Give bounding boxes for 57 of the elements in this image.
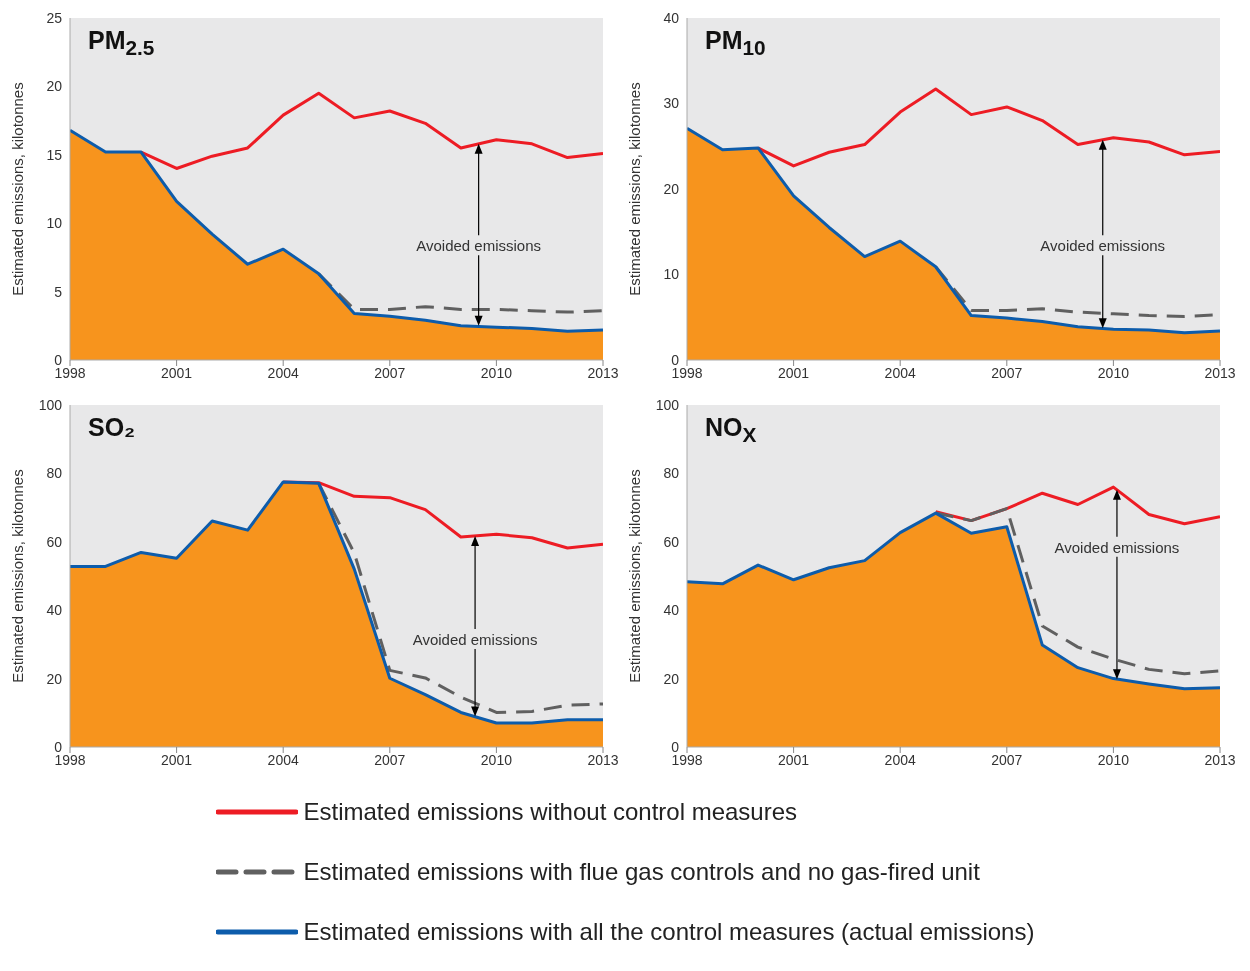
y-axis-title: Estimated emissions, kilotonnes — [626, 469, 644, 683]
x-tick-label: 2010 — [1097, 751, 1130, 768]
y-tick-label: 60 — [663, 533, 680, 550]
x-tick-label: 2010 — [480, 364, 513, 381]
y-tick-label: 5 — [54, 283, 63, 300]
y-axis-title: Estimated emissions, kilotonnes — [626, 82, 644, 296]
y-tick-label: 10 — [663, 266, 680, 283]
x-tick-label: 2007 — [991, 364, 1023, 381]
x-tick-label: 2001 — [778, 364, 810, 381]
x-tick-label: 2004 — [267, 364, 299, 381]
y-tick-label: 100 — [38, 396, 63, 413]
legend-label: Estimated emissions with all the control measures (actual emissions) — [303, 918, 1035, 946]
x-tick-label: 2004 — [884, 364, 916, 381]
x-tick-label: 2013 — [1204, 751, 1236, 768]
y-axis-title: Estimated emissions, kilotonnes — [9, 82, 27, 296]
x-tick-label: 2001 — [778, 751, 810, 768]
x-tick-label: 2007 — [374, 751, 406, 768]
line-series — [687, 511, 1220, 691]
y-tick-label: 20 — [663, 670, 680, 687]
x-tick-label: 2004 — [884, 751, 916, 768]
y-tick-label: 20 — [46, 78, 63, 95]
x-tick-label: 2013 — [1204, 364, 1236, 381]
y-tick-label: 40 — [663, 602, 680, 619]
x-tick-label: 2010 — [480, 751, 513, 768]
y-tick-label: 20 — [46, 670, 63, 687]
line-series — [317, 272, 603, 314]
y-tick-label: 30 — [663, 95, 680, 112]
x-tick-label: 2007 — [991, 751, 1023, 768]
annotation: Avoided emissions — [1040, 237, 1166, 255]
chart-title: NO$_{X}$ — [705, 413, 757, 447]
y-tick-label: 60 — [46, 533, 63, 550]
x-tick-label: 2004 — [267, 751, 299, 768]
legend-label: Estimated emissions with flue gas controls and no gas-fired unit — [303, 858, 980, 886]
x-tick-label: 2001 — [161, 364, 193, 381]
x-tick-label: 2013 — [587, 751, 619, 768]
x-tick-label: 2013 — [587, 364, 619, 381]
annotation: Avoided emissions — [412, 630, 538, 648]
chart-title: PM$_{2.5}$ — [88, 26, 155, 60]
legend-label: Estimated emissions without control measures — [303, 798, 798, 826]
y-tick-label: 40 — [46, 602, 63, 619]
chart-title: PM$_{10}$ — [705, 26, 766, 60]
y-tick-label: 80 — [663, 465, 680, 482]
chart-title: SO₂ — [88, 413, 136, 442]
y-tick-label: 100 — [655, 396, 680, 413]
y-tick-label: 20 — [663, 180, 680, 197]
y-axis-title: Estimated emissions, kilotonnes — [9, 469, 27, 683]
x-tick-label: 2001 — [161, 751, 193, 768]
x-tick-label: 2010 — [1097, 364, 1130, 381]
y-tick-label: 40 — [663, 9, 680, 26]
annotation: Avoided emissions — [1054, 538, 1180, 556]
line-series — [317, 481, 603, 714]
y-tick-label: 15 — [46, 146, 63, 163]
y-tick-label: 25 — [46, 9, 63, 26]
annotation: Avoided emissions — [416, 237, 542, 255]
x-tick-label: 2007 — [374, 364, 406, 381]
y-tick-label: 80 — [46, 465, 63, 482]
y-tick-label: 10 — [46, 215, 63, 232]
